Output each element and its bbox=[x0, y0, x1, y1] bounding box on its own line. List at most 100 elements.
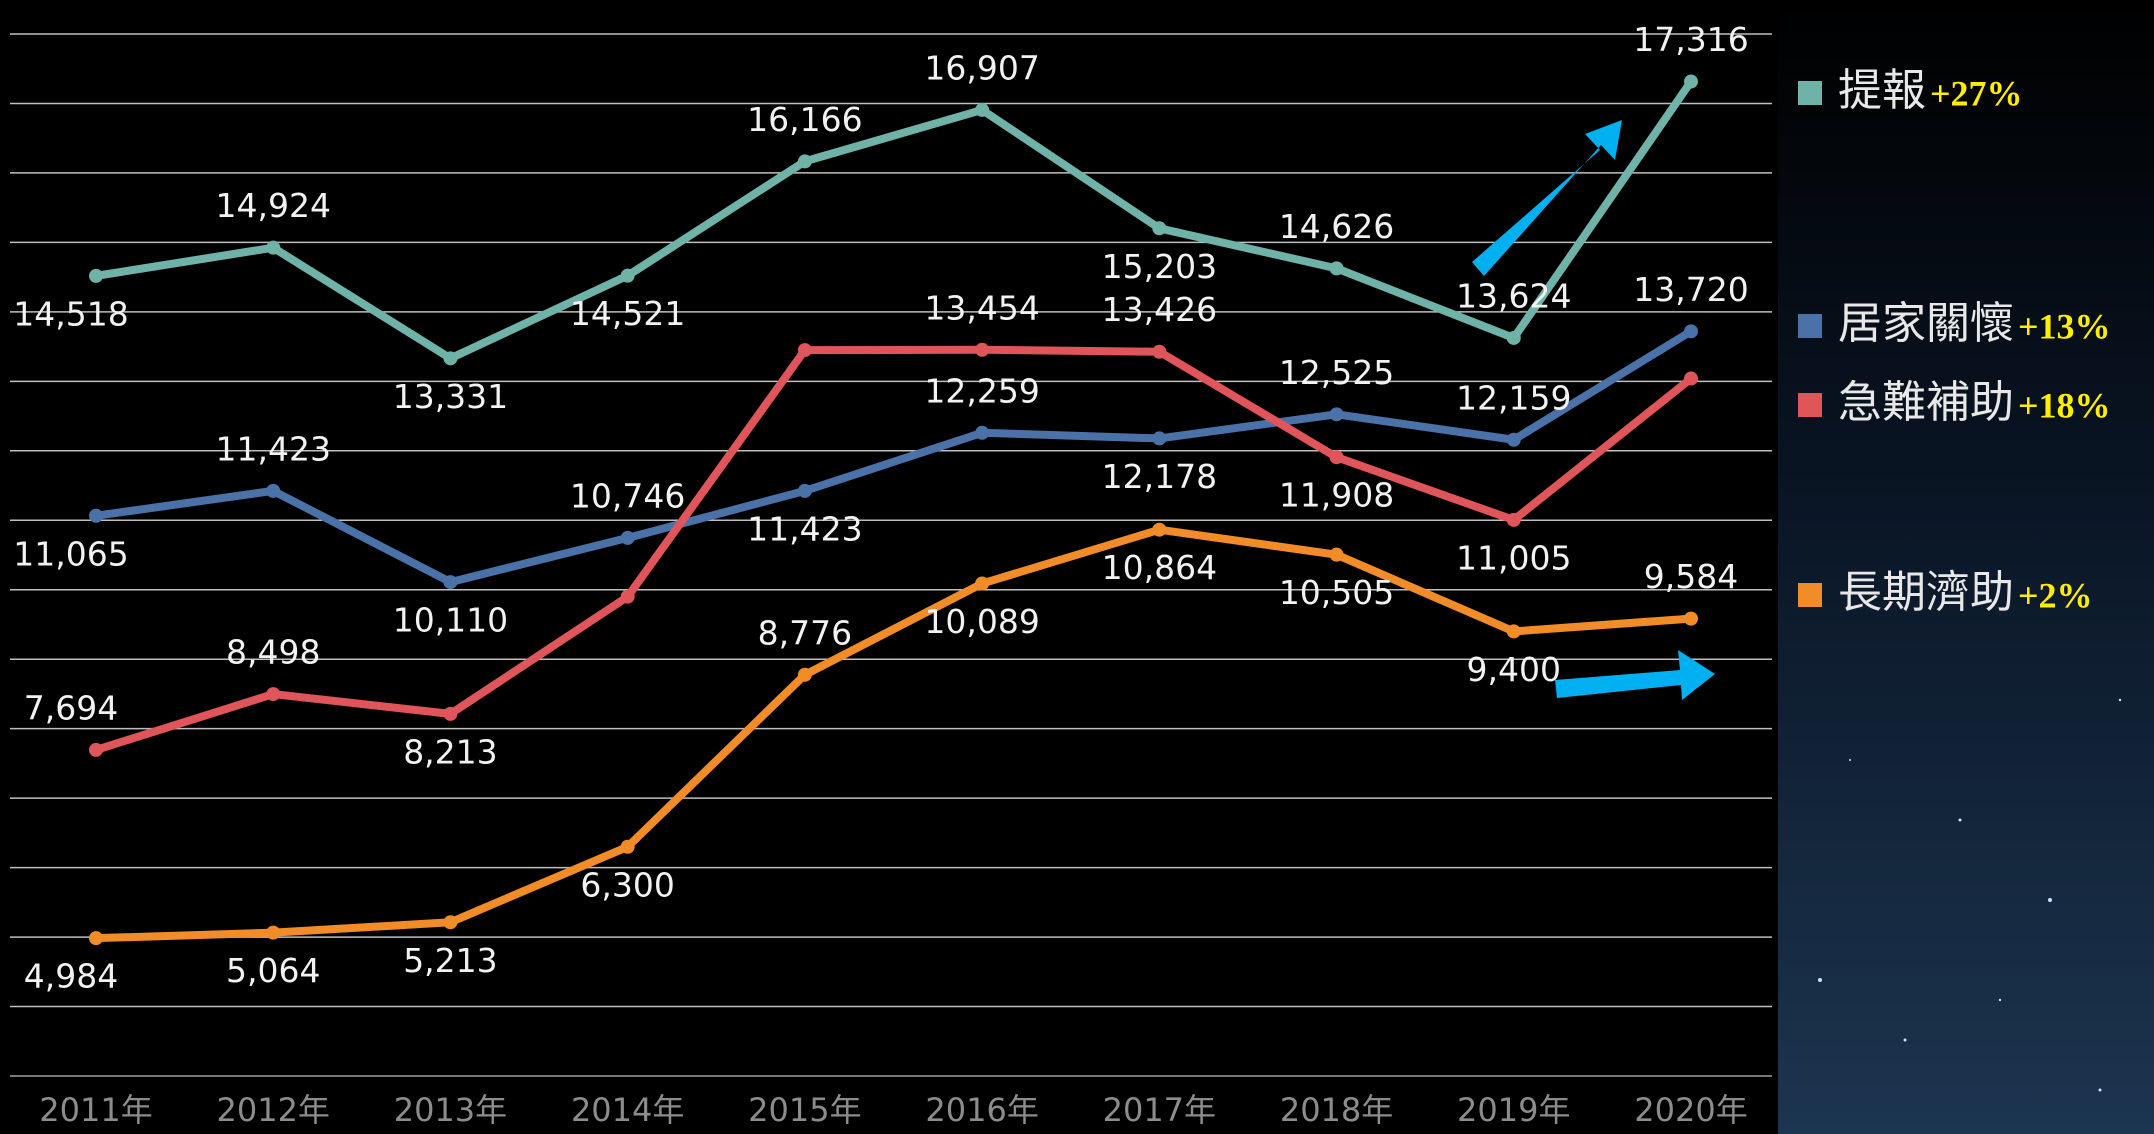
data-point bbox=[1684, 372, 1698, 386]
data-point bbox=[443, 351, 457, 365]
data-label: 8,213 bbox=[403, 732, 497, 771]
data-label: 7,694 bbox=[24, 688, 118, 727]
x-tick-label: 2018年 bbox=[1280, 1091, 1393, 1129]
data-label: 14,626 bbox=[1279, 207, 1394, 246]
legend-marker bbox=[1798, 583, 1822, 607]
page: 2011年 2012年 2013年 2014年 2015年 2016年 2017年 2018年… bbox=[0, 0, 2154, 1134]
data-point bbox=[1152, 345, 1166, 359]
data-point bbox=[975, 577, 989, 591]
data-point bbox=[1152, 221, 1166, 235]
data-label: 11,423 bbox=[747, 509, 862, 548]
x-tick-label: 2016年 bbox=[925, 1091, 1038, 1129]
x-tick-label: 2017年 bbox=[1103, 1091, 1216, 1129]
x-tick-label: 2015年 bbox=[748, 1091, 861, 1129]
data-label: 11,908 bbox=[1279, 476, 1394, 515]
data-label: 16,907 bbox=[924, 48, 1039, 87]
data-point bbox=[1330, 407, 1344, 421]
data-label: 5,064 bbox=[226, 951, 320, 990]
data-label: 9,400 bbox=[1467, 650, 1561, 689]
data-label: 12,178 bbox=[1102, 457, 1217, 496]
data-point bbox=[266, 926, 280, 940]
data-point bbox=[798, 484, 812, 498]
data-label: 12,525 bbox=[1279, 353, 1394, 392]
data-point bbox=[1507, 513, 1521, 527]
legend-marker bbox=[1798, 393, 1822, 417]
data-label: 10,110 bbox=[393, 601, 508, 640]
data-point bbox=[443, 707, 457, 721]
legend-label: 長期濟助 bbox=[1838, 567, 2014, 618]
data-label: 13,331 bbox=[393, 377, 508, 416]
data-label: 16,166 bbox=[747, 100, 862, 139]
data-point bbox=[1152, 431, 1166, 445]
data-point bbox=[266, 484, 280, 498]
data-point bbox=[89, 743, 103, 757]
data-label: 8,498 bbox=[226, 633, 320, 672]
data-label: 8,776 bbox=[758, 613, 852, 652]
data-point bbox=[975, 103, 989, 117]
data-label: 5,213 bbox=[403, 941, 497, 980]
data-point bbox=[1507, 331, 1521, 345]
data-point bbox=[443, 575, 457, 589]
data-point bbox=[89, 269, 103, 283]
data-label: 13,720 bbox=[1633, 270, 1748, 309]
data-point bbox=[975, 426, 989, 440]
data-label: 14,924 bbox=[215, 186, 330, 225]
data-label: 15,203 bbox=[1102, 247, 1217, 286]
data-label: 12,159 bbox=[1456, 378, 1571, 417]
data-label: 10,864 bbox=[1102, 548, 1217, 587]
data-point bbox=[975, 343, 989, 357]
legend-change: +2% bbox=[2018, 575, 2093, 615]
data-label: 10,746 bbox=[570, 476, 685, 515]
data-label: 12,259 bbox=[924, 371, 1039, 410]
data-label: 9,584 bbox=[1644, 557, 1738, 596]
x-tick-label: 2012年 bbox=[216, 1091, 329, 1129]
data-point bbox=[1152, 523, 1166, 537]
data-point bbox=[1507, 433, 1521, 447]
x-tick-label: 2019年 bbox=[1457, 1091, 1570, 1129]
data-point bbox=[1330, 548, 1344, 562]
data-point bbox=[798, 343, 812, 357]
data-point bbox=[266, 687, 280, 701]
legend-label: 居家關懷 bbox=[1838, 298, 2014, 349]
data-point bbox=[621, 531, 635, 545]
data-label: 11,005 bbox=[1456, 538, 1571, 577]
data-point bbox=[1330, 450, 1344, 464]
legend-change: +27% bbox=[1930, 73, 2023, 113]
data-label: 11,423 bbox=[215, 429, 330, 468]
legend-label: 提報 bbox=[1838, 65, 1926, 116]
data-label: 14,521 bbox=[570, 294, 685, 333]
data-point bbox=[1684, 324, 1698, 338]
legend-change: +13% bbox=[2018, 306, 2111, 346]
data-point bbox=[621, 840, 635, 854]
data-point bbox=[1507, 624, 1521, 638]
data-label: 10,505 bbox=[1279, 573, 1394, 612]
data-point bbox=[266, 241, 280, 255]
data-label: 4,984 bbox=[24, 957, 118, 996]
data-point bbox=[798, 154, 812, 168]
legend-label: 急難補助 bbox=[1838, 377, 2014, 428]
data-point bbox=[89, 931, 103, 945]
x-tick-label: 2014年 bbox=[571, 1091, 684, 1129]
data-point bbox=[621, 269, 635, 283]
legend-marker bbox=[1798, 81, 1822, 105]
data-label: 11,065 bbox=[13, 534, 128, 573]
data-label: 13,454 bbox=[924, 288, 1039, 327]
data-point bbox=[1330, 261, 1344, 275]
x-tick-label: 2013年 bbox=[394, 1091, 507, 1129]
data-point bbox=[443, 915, 457, 929]
data-point bbox=[89, 509, 103, 523]
data-point bbox=[798, 668, 812, 682]
data-label: 13,624 bbox=[1456, 276, 1571, 315]
data-label: 6,300 bbox=[580, 865, 674, 904]
data-point bbox=[621, 590, 635, 604]
legend-marker bbox=[1798, 314, 1822, 338]
x-tick-label: 2011年 bbox=[39, 1091, 152, 1129]
legend-change: +18% bbox=[2018, 385, 2111, 425]
data-point bbox=[1684, 612, 1698, 626]
data-label: 17,316 bbox=[1633, 20, 1748, 59]
chart: 2011年 2012年 2013年 2014年 2015年 2016年 2017年 2018年… bbox=[0, 0, 2154, 1134]
data-label: 14,518 bbox=[13, 294, 128, 333]
data-point bbox=[1684, 75, 1698, 89]
x-tick-label: 2020年 bbox=[1634, 1091, 1747, 1129]
data-label: 10,089 bbox=[924, 602, 1039, 641]
